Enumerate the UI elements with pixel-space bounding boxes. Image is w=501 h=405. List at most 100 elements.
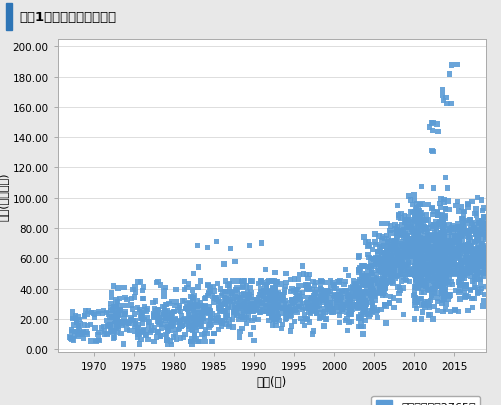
Point <box>397 211 405 217</box>
Point <box>360 306 368 312</box>
Point <box>132 290 140 296</box>
Point <box>481 245 489 252</box>
Point <box>436 256 444 262</box>
Point <box>403 254 411 260</box>
Point <box>423 229 431 236</box>
Point <box>275 303 283 310</box>
Point <box>242 295 250 302</box>
Point <box>367 291 375 297</box>
Point <box>404 214 412 221</box>
Point <box>108 313 116 320</box>
Point <box>415 219 423 225</box>
Point <box>137 315 145 321</box>
Point <box>316 315 324 322</box>
Point <box>437 257 445 263</box>
Point <box>257 310 265 316</box>
Point <box>479 303 487 309</box>
Point <box>189 303 197 309</box>
Point <box>387 278 395 285</box>
Point <box>184 281 192 288</box>
Point <box>462 283 470 290</box>
Point <box>418 282 426 288</box>
Point <box>225 298 233 305</box>
Point <box>414 215 422 222</box>
Point <box>414 220 422 227</box>
Point <box>480 270 488 277</box>
Point <box>95 310 103 317</box>
Point <box>140 327 148 333</box>
Point <box>165 312 173 319</box>
Point <box>156 322 164 328</box>
Point <box>279 292 287 298</box>
Point <box>381 271 389 278</box>
Point <box>185 312 193 318</box>
Point <box>417 231 425 237</box>
Point <box>273 295 281 302</box>
Point <box>436 263 444 270</box>
Point <box>418 280 426 287</box>
Point <box>378 221 386 227</box>
Point <box>391 226 399 232</box>
Point <box>417 236 425 243</box>
Point <box>428 251 436 257</box>
Point <box>416 238 424 245</box>
Point <box>437 284 445 290</box>
Point <box>244 309 252 315</box>
Point <box>316 295 324 302</box>
Point <box>405 253 413 259</box>
Point <box>442 248 450 255</box>
Point <box>290 288 298 294</box>
Point <box>414 299 422 306</box>
Point <box>423 218 431 224</box>
Point <box>358 263 366 269</box>
Point <box>185 315 193 322</box>
Point <box>278 325 286 332</box>
Point <box>72 319 80 326</box>
Point <box>163 308 171 314</box>
Point <box>138 288 146 294</box>
Point <box>206 288 214 294</box>
Point <box>261 289 269 295</box>
Point <box>361 305 369 312</box>
Point <box>446 243 454 250</box>
Point <box>473 249 481 256</box>
Point <box>414 259 422 265</box>
Point <box>271 278 279 285</box>
Point <box>414 251 422 258</box>
Point <box>81 313 89 319</box>
Point <box>195 339 203 345</box>
Point <box>342 288 350 295</box>
Point <box>363 300 371 306</box>
Point <box>474 237 482 244</box>
Point <box>270 299 278 305</box>
Point <box>430 222 438 229</box>
Point <box>311 279 319 286</box>
Point <box>428 267 436 274</box>
Point <box>436 237 444 243</box>
Point <box>392 273 400 279</box>
Point <box>175 318 183 325</box>
Point <box>305 286 313 293</box>
Point <box>473 266 481 272</box>
Point <box>416 296 424 302</box>
Point <box>387 243 395 250</box>
Point <box>409 237 417 243</box>
Point <box>197 318 205 325</box>
Point <box>161 318 169 324</box>
Point <box>445 292 453 298</box>
Point <box>215 305 223 312</box>
Point <box>431 247 439 254</box>
Point <box>229 290 237 296</box>
Point <box>206 312 214 318</box>
Point <box>153 329 161 335</box>
Point <box>381 285 389 291</box>
Point <box>382 284 390 290</box>
Point <box>201 303 209 309</box>
Point <box>419 271 427 277</box>
Point <box>332 293 340 299</box>
Point <box>449 256 457 262</box>
Point <box>212 318 220 324</box>
Point <box>392 230 400 237</box>
Point <box>212 295 220 301</box>
Point <box>440 238 448 244</box>
